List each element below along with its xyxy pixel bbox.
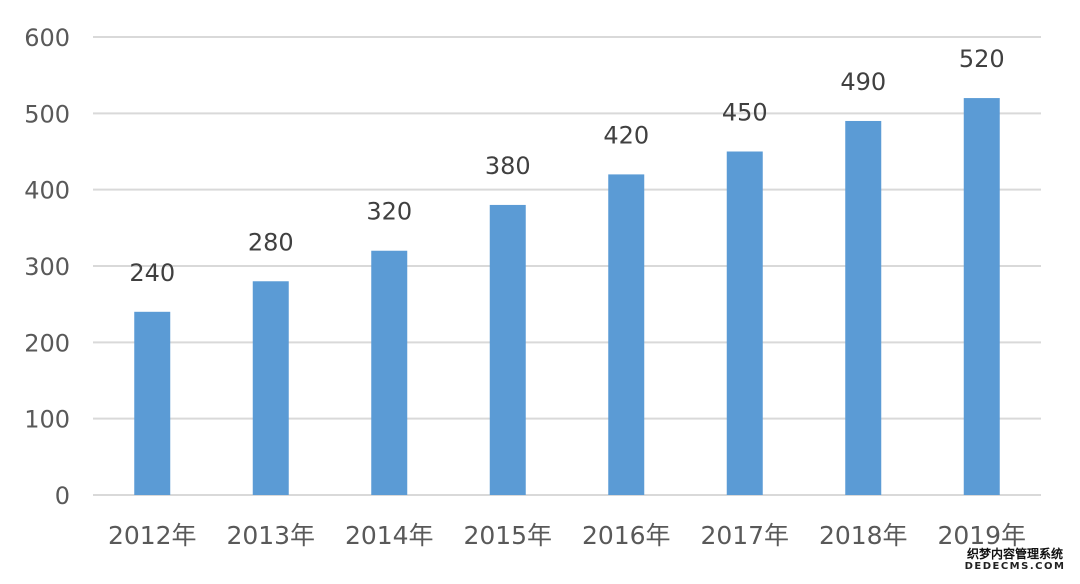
x-tick-label: 2012年 (108, 521, 197, 550)
bar (252, 281, 289, 495)
y-tick-label: 300 (24, 253, 70, 281)
bar (963, 98, 1000, 496)
data-label: 490 (840, 68, 886, 96)
x-tick-label: 2014年 (345, 521, 434, 550)
gridlines (93, 36, 1041, 496)
y-tick-label: 200 (24, 329, 70, 357)
bar (845, 120, 882, 495)
y-tick-label: 500 (24, 100, 70, 128)
x-tick-label: 2015年 (463, 521, 552, 550)
bar (726, 151, 763, 495)
x-tick-label: 2017年 (700, 521, 789, 550)
x-tick-label: 2013年 (226, 521, 315, 550)
y-tick-label: 600 (24, 24, 70, 52)
y-tick-label: 100 (24, 406, 70, 434)
x-tick-label: 2018年 (819, 521, 908, 550)
bar (489, 204, 526, 495)
x-axis-tick-labels: 2012年 2013年 2014年 2015年 2016年 2017年 2018年 2019年 (108, 521, 1026, 550)
y-axis-tick-labels: 0 100 200 300 400 500 600 (24, 24, 70, 510)
bars (134, 98, 1000, 496)
y-tick-label: 400 (24, 177, 70, 205)
data-labels: 240 280 320 380 420 450 490 520 (129, 45, 1004, 287)
data-label: 240 (129, 259, 175, 287)
x-tick-label: 2019年 (937, 521, 1026, 550)
data-label: 380 (485, 152, 531, 180)
bar (371, 250, 408, 495)
data-label: 280 (248, 228, 294, 256)
data-label: 450 (722, 99, 768, 127)
bar (134, 311, 171, 495)
data-label: 320 (366, 198, 412, 226)
bar (608, 174, 645, 495)
y-tick-label: 0 (55, 482, 70, 510)
x-tick-label: 2016年 (582, 521, 671, 550)
data-label: 420 (603, 121, 649, 149)
data-label: 520 (959, 45, 1005, 73)
